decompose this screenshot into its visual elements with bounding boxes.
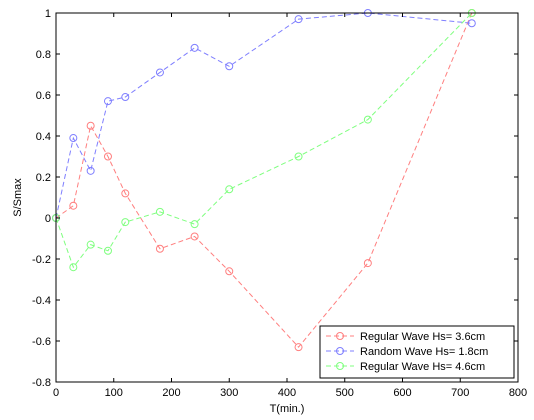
series-layer <box>52 9 476 352</box>
x-tick-label: 400 <box>278 387 296 399</box>
y-tick-label: 0.4 <box>36 131 51 143</box>
y-tick-label: 0 <box>45 213 51 225</box>
legend-label: Regular Wave Hs= 3.6cm <box>360 331 485 343</box>
x-tick-label: 300 <box>220 387 238 399</box>
series-line <box>55 12 472 219</box>
data-point <box>363 115 372 124</box>
y-tick-label: 0.2 <box>36 172 51 184</box>
data-point <box>103 246 112 255</box>
y-tick-label: 1 <box>45 8 51 20</box>
data-point <box>190 232 199 241</box>
data-point <box>103 152 112 161</box>
data-point <box>155 68 164 77</box>
data-point <box>86 121 95 130</box>
data-point <box>69 134 78 143</box>
data-point <box>69 263 78 272</box>
series-line <box>55 12 473 269</box>
x-tick-label: 100 <box>105 387 123 399</box>
legend-item: Regular Wave Hs= 3.6cm <box>326 331 485 343</box>
x-tick-label: 800 <box>509 387 527 399</box>
data-point <box>225 267 234 276</box>
series-2 <box>52 9 476 222</box>
x-axis-label: T(min.) <box>270 403 305 415</box>
y-tick-label: -0.8 <box>32 377 51 389</box>
legend-marker <box>336 347 344 355</box>
data-point <box>363 259 372 268</box>
y-tick-label: -0.2 <box>32 254 51 266</box>
legend-marker <box>336 362 344 370</box>
x-tick-label: 0 <box>53 387 59 399</box>
data-point <box>294 152 303 161</box>
data-point <box>103 97 112 106</box>
data-point <box>155 244 164 253</box>
y-tick-label: 0.6 <box>36 90 51 102</box>
x-tick-label: 600 <box>393 387 411 399</box>
legend-box <box>319 325 515 379</box>
data-point <box>294 343 303 352</box>
data-point <box>225 62 234 71</box>
y-axis-label: S/Smax <box>12 178 24 217</box>
data-point <box>225 185 234 194</box>
y-tick-label: -0.4 <box>32 295 51 307</box>
legend: Regular Wave Hs= 3.6cm Random Wave Hs= 1.… <box>319 325 515 379</box>
x-tick-label: 500 <box>336 387 354 399</box>
data-point <box>294 15 303 24</box>
legend-item: Random Wave Hs= 1.8cm <box>326 346 488 358</box>
legend-label: Regular Wave Hs= 4.6cm <box>360 361 485 373</box>
data-point <box>121 93 130 102</box>
data-point <box>190 43 199 52</box>
data-point <box>69 201 78 210</box>
x-tick-label: 700 <box>451 387 469 399</box>
data-point <box>86 240 95 249</box>
data-point <box>190 220 199 229</box>
data-point <box>467 19 476 28</box>
legend-label: Random Wave Hs= 1.8cm <box>360 346 488 358</box>
data-point <box>155 207 164 216</box>
series-line <box>55 12 473 348</box>
data-point <box>121 218 130 227</box>
data-point <box>121 189 130 198</box>
y-tick-label: -0.6 <box>32 336 51 348</box>
data-point <box>86 166 95 175</box>
x-tick-label: 200 <box>162 387 180 399</box>
legend-marker <box>336 332 344 340</box>
y-tick-label: 0.8 <box>36 49 51 61</box>
legend-item: Regular Wave Hs= 4.6cm <box>326 361 485 373</box>
axes-layer: 0 100 200 300 400 500 600 700 800 -0.8 -0.6 -0.4 -0.… <box>32 8 527 399</box>
